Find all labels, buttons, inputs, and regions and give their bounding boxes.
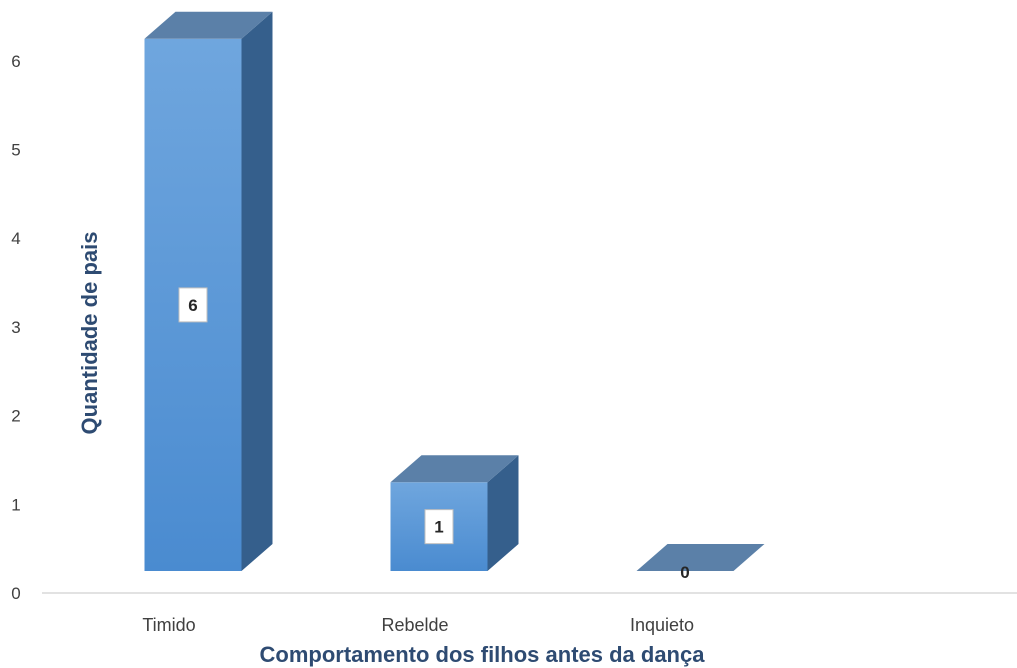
- bar: 0: [636, 544, 765, 582]
- bars-group: 6 1 0: [144, 11, 765, 582]
- bar-side: [241, 11, 273, 572]
- y-tick-label: 5: [11, 141, 20, 160]
- data-label-box: [424, 509, 454, 545]
- y-tick-label: 3: [11, 318, 20, 337]
- y-axis-ticks: 0 1 2 3 4 5 6: [11, 52, 20, 603]
- y-tick-label: 2: [11, 407, 20, 426]
- bar-top: [390, 455, 519, 483]
- x-category-label: Timido: [142, 615, 195, 635]
- y-tick-label: 1: [11, 495, 20, 514]
- y-tick-label: 6: [11, 52, 20, 71]
- x-axis-categories: Timido Rebelde Inquieto: [142, 615, 694, 635]
- bar-top: [144, 11, 273, 39]
- y-tick-label: 4: [11, 229, 20, 248]
- data-label: 0: [680, 563, 689, 582]
- bar: 6: [144, 11, 273, 572]
- bar-side: [487, 455, 519, 571]
- bar: 1: [390, 455, 519, 571]
- x-category-label: Rebelde: [381, 615, 448, 635]
- data-label-box: [178, 287, 208, 323]
- bar-top: [636, 544, 765, 571]
- x-axis-title: Comportamento dos filhos antes da dança: [260, 642, 706, 667]
- data-label: 1: [434, 518, 443, 537]
- y-axis-title: Quantidade de pais: [77, 232, 102, 435]
- x-category-label: Inquieto: [630, 615, 694, 635]
- y-tick-label: 0: [11, 584, 20, 603]
- data-label: 6: [188, 296, 197, 315]
